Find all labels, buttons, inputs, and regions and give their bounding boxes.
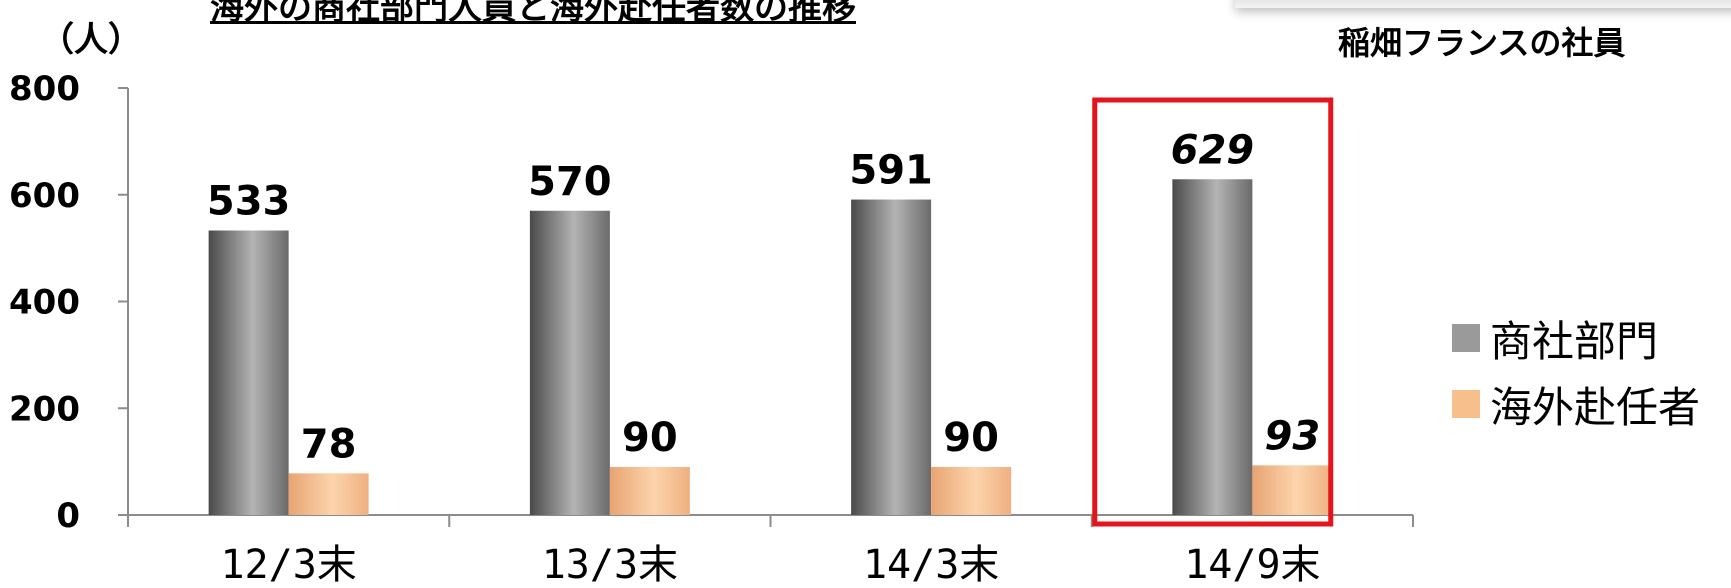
x-tick-label: 12/3末 [220,542,356,588]
bar-trading [851,199,932,515]
chart-title: 海外の商社部門人員と海外赴任者数の推移 [210,0,856,28]
data-label: 533 [207,179,291,225]
y-tick-label: 600 [9,176,80,216]
x-tick-label: 14/3末 [863,542,999,588]
chart-legend: 商社部門 海外赴任者 [1452,305,1700,437]
bar-trading [208,230,289,516]
photo-caption: 稲畑フランスの社員 [1338,24,1626,62]
y-tick-label: 400 [9,283,80,323]
legend-item-expat: 海外赴任者 [1452,371,1700,437]
bar-expat [288,473,369,515]
bar-expat [1252,465,1333,515]
data-label: 629 [1171,127,1255,173]
highlight-box [1092,97,1334,527]
legend-swatch-expat [1452,390,1480,418]
data-label: 78 [301,421,357,467]
legend-item-trading: 商社部門 [1452,305,1700,371]
data-label: 591 [849,148,933,194]
bar-trading [529,210,610,515]
bar-expat [931,466,1012,515]
x-tick-label: 13/3末 [542,542,678,588]
bar-trading [1172,179,1253,516]
y-tick-label: 0 [56,496,80,536]
legend-label-expat: 海外赴任者 [1490,382,1701,432]
caption-banner [1235,0,1731,8]
y-tick-label: 200 [9,389,80,429]
legend-label-trading: 商社部門 [1490,316,1659,366]
y-axis-unit: （人） [40,20,142,60]
bar-expat [609,466,690,515]
data-label: 90 [622,415,678,461]
legend-swatch-trading [1452,324,1480,352]
data-label: 570 [528,159,612,205]
y-tick-label: 800 [9,69,80,109]
data-label: 90 [943,415,999,461]
data-label: 93 [1265,413,1321,459]
x-tick-label: 14/9末 [1184,542,1320,588]
